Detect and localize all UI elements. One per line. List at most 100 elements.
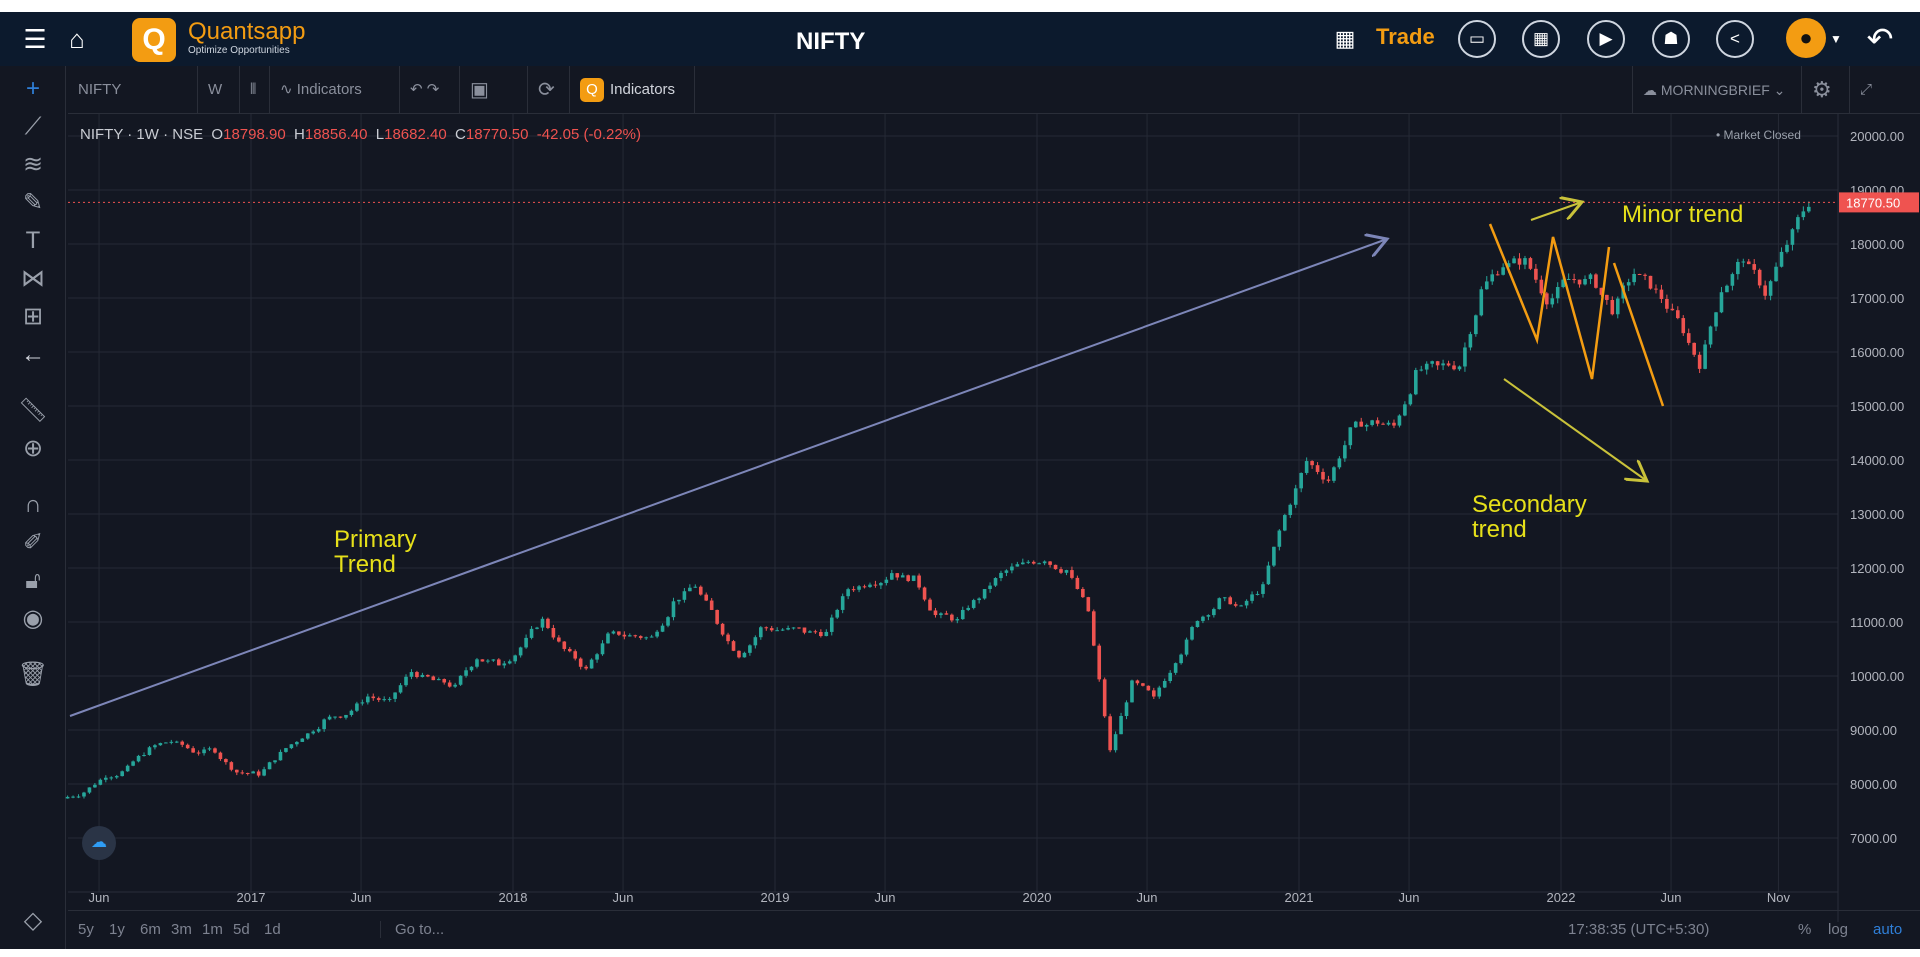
q-indicators-label: Indicators: [610, 81, 676, 98]
lock-drawing-icon[interactable]: ✐: [22, 529, 44, 556]
lock-icon[interactable]: 🔓︎: [25, 567, 41, 594]
q-indicators-button[interactable]: Q Indicators: [570, 66, 695, 114]
range-1d[interactable]: 1d: [264, 921, 281, 938]
folder-icon[interactable]: ▭: [1458, 20, 1496, 58]
candle-body: [1506, 263, 1511, 268]
undo-redo[interactable]: ↶ ↷: [400, 66, 460, 114]
home-icon[interactable]: ⌂: [69, 24, 85, 54]
candle-body: [497, 659, 501, 666]
magnet-icon[interactable]: ∩: [24, 491, 42, 518]
menu-icon[interactable]: ☰: [23, 24, 47, 54]
candle-body: [382, 699, 386, 701]
settings-icon[interactable]: ⚙: [1802, 66, 1850, 114]
x-tick-label: Jun: [1661, 890, 1682, 905]
pattern-icon[interactable]: ⋈: [21, 265, 45, 292]
range-1y[interactable]: 1y: [109, 921, 125, 938]
candle-body: [1081, 588, 1085, 598]
layout-select[interactable]: ☁ MORNINGBRIEF ⌄: [1632, 66, 1802, 114]
candle-body: [316, 729, 321, 732]
candle-body: [1261, 584, 1265, 594]
video-icon[interactable]: ▶: [1587, 20, 1625, 58]
candle-body: [1452, 365, 1456, 370]
candle-body: [1676, 310, 1680, 319]
back-icon[interactable]: ↶: [1866, 21, 1894, 57]
candle-body: [1790, 229, 1795, 245]
candle-body: [169, 741, 174, 743]
candle-body: [1768, 281, 1773, 296]
candle-body: [322, 719, 326, 730]
minor-trend-label: Minor trend: [1622, 201, 1743, 228]
candle-body: [988, 585, 992, 590]
candle-body: [950, 614, 954, 621]
candle-body: [1490, 274, 1495, 282]
candle-body: [611, 631, 616, 634]
trash-icon[interactable]: 🗑︎: [17, 661, 49, 688]
candle-body: [524, 637, 528, 648]
range-5y[interactable]: 5y: [78, 921, 94, 938]
auto-toggle[interactable]: auto: [1873, 921, 1903, 938]
layout-icon[interactable]: ▦: [1522, 20, 1560, 58]
log-toggle[interactable]: log: [1828, 921, 1849, 938]
primary-trend-label: Primary: [334, 526, 417, 553]
price-chart[interactable]: 20000.0019000.0018000.0017000.0016000.00…: [0, 12, 1920, 949]
layers-icon[interactable]: ◇: [23, 907, 43, 934]
range-3m[interactable]: 3m: [171, 921, 192, 938]
x-tick-label: 2018: [499, 890, 528, 905]
candle-body: [966, 607, 971, 610]
y-tick-label: 8000.00: [1850, 777, 1897, 792]
candle-body: [1686, 333, 1691, 343]
screenshot-icon[interactable]: ▣: [460, 66, 528, 114]
percent-toggle[interactable]: %: [1798, 921, 1812, 938]
arrow-left-icon[interactable]: ←: [21, 341, 45, 368]
crosshair-icon[interactable]: +: [25, 75, 40, 102]
indicators-button[interactable]: ∿ Indicators: [270, 66, 400, 114]
eye-icon[interactable]: ◉: [22, 605, 44, 632]
fib-icon[interactable]: ≋: [22, 151, 44, 178]
candle-body: [1021, 562, 1025, 565]
user-avatar[interactable]: ●: [1786, 18, 1826, 58]
text-icon[interactable]: T: [25, 227, 41, 254]
learn-icon[interactable]: ☗: [1652, 20, 1690, 58]
goto-button[interactable]: Go to...: [380, 921, 444, 938]
prediction-icon[interactable]: ⊞: [22, 303, 44, 330]
zoom-in-icon[interactable]: ⊕: [22, 435, 44, 462]
candle-body: [1479, 289, 1484, 316]
candle-body: [595, 654, 599, 660]
range-5d[interactable]: 5d: [233, 921, 250, 938]
candle-body: [1010, 566, 1014, 571]
indicators-label: Indicators: [296, 81, 362, 98]
candle-body: [65, 796, 70, 799]
apps-grid-icon[interactable]: ▦: [1334, 26, 1356, 51]
x-tick-label: Jun: [351, 890, 372, 905]
refresh-icon[interactable]: ⟳: [528, 66, 570, 114]
chart-type-icon[interactable]: ⫴: [240, 66, 270, 114]
symbol-search[interactable]: NIFTY: [68, 66, 198, 114]
trade-button[interactable]: Trade: [1376, 24, 1435, 49]
candle-body: [1681, 318, 1686, 334]
fullscreen-icon[interactable]: ⤢: [1860, 81, 1873, 98]
candle-body: [1228, 597, 1233, 605]
ruler-icon[interactable]: 📏︎: [17, 397, 49, 424]
candle-body: [305, 733, 310, 739]
interval-select[interactable]: W: [198, 66, 240, 114]
candle-body: [71, 796, 75, 798]
candle-body: [1184, 639, 1189, 655]
chevron-down-icon[interactable]: ▼: [1830, 32, 1842, 46]
candle-body: [1545, 293, 1549, 305]
candle-body: [977, 598, 981, 601]
candle-body: [813, 631, 818, 633]
quantsapp-logo[interactable]: Q: [132, 18, 176, 62]
share-icon[interactable]: <: [1716, 20, 1754, 58]
candle-body: [1130, 680, 1134, 703]
trend-line-icon[interactable]: ⟋: [24, 113, 42, 140]
candle-body: [1162, 680, 1167, 688]
brush-icon[interactable]: ✎: [22, 189, 44, 216]
candle-body: [1757, 269, 1762, 286]
candle-body: [469, 666, 474, 671]
range-6m[interactable]: 6m: [140, 921, 161, 938]
tradingview-logo[interactable]: ☁: [82, 826, 116, 860]
candle-body: [360, 702, 365, 704]
candle-body: [1746, 261, 1751, 265]
range-1m[interactable]: 1m: [202, 921, 223, 938]
candle-body: [622, 634, 627, 637]
